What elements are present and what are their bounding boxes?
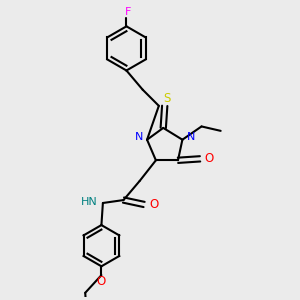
Text: F: F [125, 7, 131, 17]
Text: O: O [97, 275, 106, 288]
Text: N: N [135, 132, 143, 142]
Text: HN: HN [81, 196, 98, 206]
Text: S: S [164, 92, 171, 105]
Text: N: N [186, 132, 195, 142]
Text: O: O [205, 152, 214, 165]
Text: O: O [149, 198, 158, 211]
